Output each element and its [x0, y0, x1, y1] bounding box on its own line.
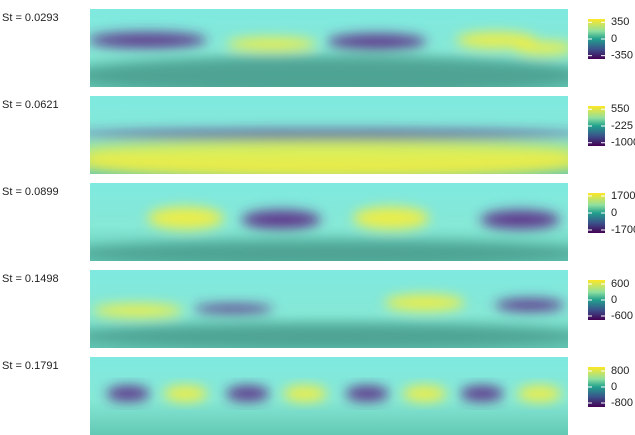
colorbar-tick-label: 800 [611, 365, 629, 377]
colorbar-tick-label: 1700 [611, 190, 635, 202]
colorbar [588, 19, 605, 59]
field-blob [90, 323, 568, 348]
colorbar-tick-label: -1000 [611, 137, 635, 149]
colorbar-tick-label: 0 [611, 207, 617, 219]
heatmap [90, 270, 568, 348]
colorbar-tick-label: 0 [611, 381, 617, 393]
field-blob [106, 385, 151, 402]
heatmap [90, 357, 568, 435]
heatmap-field [106, 385, 562, 402]
field-blob [517, 385, 562, 402]
field-blob [283, 385, 328, 402]
colorbar-tick-label: -600 [611, 310, 633, 322]
field-blob [193, 304, 274, 314]
field-blob [90, 32, 208, 49]
field-blob [90, 240, 568, 261]
colorbar [588, 106, 605, 146]
field-blob [514, 41, 568, 55]
heatmap [90, 9, 568, 87]
field-blob [353, 206, 430, 230]
field-blob [241, 210, 322, 230]
colorbar-tick-label: -1700 [611, 224, 635, 236]
heatmap-field [90, 32, 568, 87]
panel-title: St = 0.0899 [2, 186, 59, 198]
field-blob [163, 385, 208, 402]
field-blob [90, 141, 568, 161]
field-blob [402, 385, 447, 402]
field-blob [459, 385, 504, 402]
field-blob [494, 298, 565, 312]
colorbar-tick-label: 550 [611, 103, 629, 115]
heatmap [90, 96, 568, 174]
field-blob [147, 206, 224, 230]
heatmap-field [90, 206, 568, 261]
colorbar [588, 367, 605, 407]
field-blob [90, 130, 568, 140]
colorbar-tick-label: 600 [611, 278, 629, 290]
panel-title: St = 0.0621 [2, 99, 59, 111]
colorbar-tick-label: -800 [611, 397, 633, 409]
field-blob [384, 294, 465, 311]
colorbar-tick-label: 350 [611, 16, 629, 28]
field-blob [345, 385, 390, 402]
heatmap-field [90, 294, 568, 348]
field-blob [225, 385, 270, 402]
field-blob [90, 56, 568, 87]
field-blob [480, 210, 561, 230]
panel-title: St = 0.1498 [2, 273, 59, 285]
colorbar-tick-label: 0 [611, 33, 617, 45]
field-blob [456, 32, 537, 49]
colorbar-tick-label: -350 [611, 50, 633, 62]
panel-title: St = 0.0293 [2, 12, 59, 24]
field-blob [92, 304, 183, 317]
heatmap [90, 183, 568, 261]
colorbar-tick-label: -225 [611, 120, 633, 132]
colorbar-tick-label: 0 [611, 294, 617, 306]
field-blob [326, 33, 427, 50]
colorbar [588, 193, 605, 233]
panel-title: St = 0.1791 [2, 360, 59, 372]
heatmap-field [90, 130, 568, 174]
field-blob [226, 37, 317, 51]
colorbar [588, 280, 605, 320]
